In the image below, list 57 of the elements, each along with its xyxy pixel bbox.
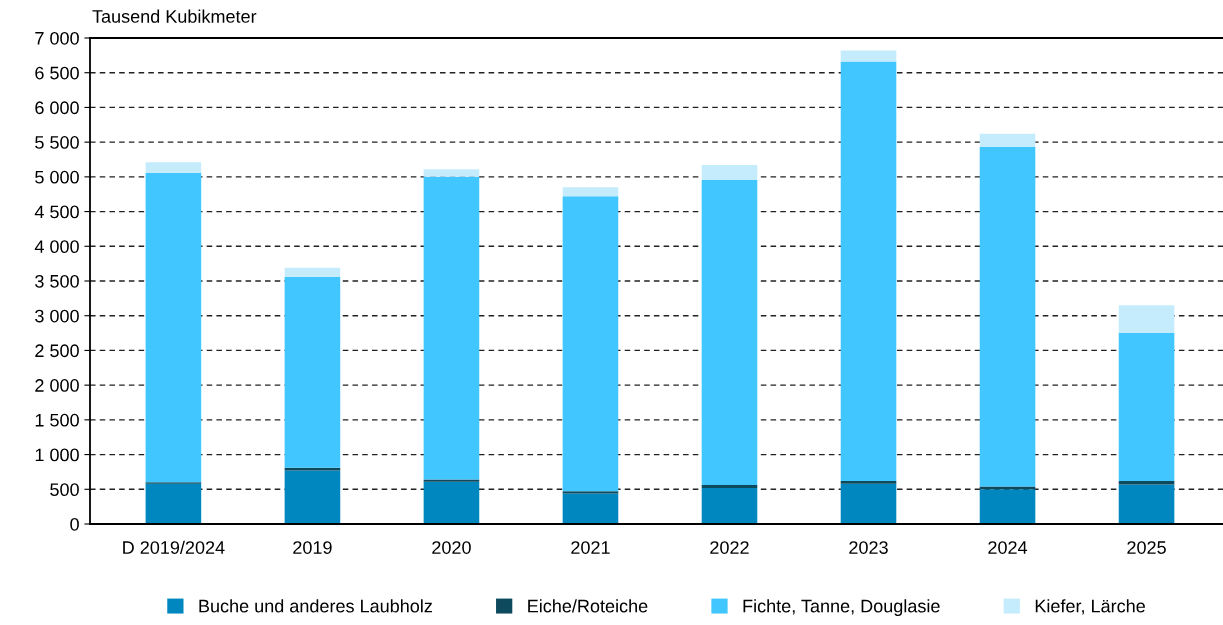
bar <box>562 493 619 524</box>
y-tick-label: 6 500 <box>35 66 79 80</box>
y-tick-label: 4 000 <box>34 240 79 254</box>
bar <box>423 169 480 177</box>
bar <box>840 480 897 484</box>
x-tick-label: D 2019/2024 <box>123 540 225 554</box>
bar <box>701 485 758 488</box>
bar <box>284 267 341 277</box>
y-tick-label: 6 000 <box>35 101 79 115</box>
bar <box>840 50 897 62</box>
bar <box>1118 333 1175 481</box>
x-tick-label: 2022 <box>710 541 749 554</box>
bar <box>145 162 202 173</box>
y-tick-label: 5 000 <box>35 170 79 184</box>
bar <box>701 165 758 180</box>
bar <box>145 483 202 524</box>
legend-label: Fichte, Tanne, Douglasie <box>743 599 940 617</box>
bar <box>979 147 1036 487</box>
bar <box>701 487 758 524</box>
legend-label: Eiche/Roteiche <box>528 599 648 613</box>
y-tick-label: 4 500 <box>34 205 79 219</box>
x-tick-label: 2023 <box>849 541 888 554</box>
y-tick-label: 1 500 <box>35 413 79 427</box>
y-tick-label: 1 000 <box>35 448 79 462</box>
bar <box>562 196 619 492</box>
y-tick-label: 3 500 <box>35 274 79 288</box>
bar <box>562 187 619 197</box>
legend-label: Buche und anderes Laubholz <box>199 599 432 613</box>
y-tick-label: 5 500 <box>35 136 79 149</box>
bar <box>423 481 480 524</box>
x-tick-label: 2025 <box>1127 541 1166 554</box>
bar <box>979 489 1036 524</box>
bar <box>1118 484 1175 524</box>
bar <box>284 276 341 468</box>
x-tick-label: 2021 <box>571 541 610 554</box>
bar <box>562 491 619 494</box>
bar <box>701 179 758 486</box>
bar <box>979 133 1036 147</box>
x-tick-label: 2024 <box>988 541 1028 554</box>
x-tick-label: 2019 <box>293 541 332 554</box>
y-tick-label: 2 000 <box>35 379 79 392</box>
bar <box>840 483 897 524</box>
bar <box>1118 305 1175 334</box>
bar <box>284 470 341 524</box>
y-tick-label: 500 <box>50 483 79 497</box>
y-axis-title: Tausend Kubikmeter <box>92 9 257 23</box>
bar <box>145 172 202 483</box>
x-tick-label: 2020 <box>432 541 471 554</box>
y-tick-label: 7 000 <box>35 31 79 45</box>
y-tick-label: 0 <box>70 517 79 531</box>
y-tick-label: 3 000 <box>35 309 79 323</box>
y-tick-label: 2 500 <box>35 344 79 358</box>
bar <box>423 479 480 482</box>
legend-label: Kiefer, Lärche <box>1035 599 1145 615</box>
bar <box>423 176 480 480</box>
bar <box>284 467 341 471</box>
bar <box>840 61 897 481</box>
